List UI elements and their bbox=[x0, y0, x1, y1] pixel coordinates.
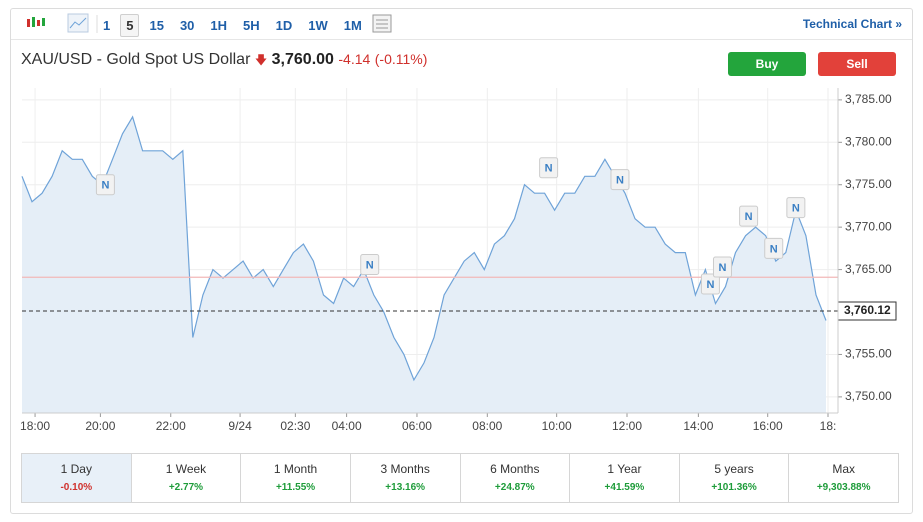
interval-button[interactable]: 1D bbox=[275, 18, 293, 33]
chart: 18:00 20:00 22:00 9/24 02:30 04:00 06:00 08:00 1… bbox=[20, 88, 897, 433]
widget: 1 5 15 30 1H 5H 1D 1W 1M Technical Chart » XAU/U… bbox=[10, 8, 913, 514]
x-tick-label: 20:00 bbox=[85, 419, 115, 433]
period-change: +41.59% bbox=[604, 482, 645, 493]
news-marker bbox=[610, 169, 630, 191]
interval-list: 1 5 15 30 1H 5H 1D 1W 1M bbox=[97, 14, 368, 37]
news-marker-label: N bbox=[366, 259, 374, 271]
change: -4.14 bbox=[338, 51, 371, 67]
y-tick-label: 3,770.00 bbox=[845, 219, 892, 233]
period-label: 6 Months bbox=[490, 462, 540, 476]
x-tick-label: 06:00 bbox=[402, 419, 432, 433]
performance-cell[interactable]: 1 Year +41.59% bbox=[569, 454, 679, 502]
interval-button[interactable]: 1M bbox=[343, 18, 362, 33]
news-marker-label: N bbox=[719, 262, 727, 274]
price: 3,760.00 bbox=[271, 51, 334, 68]
x-tick-label: 18:00 bbox=[20, 419, 50, 433]
news-marker-label: N bbox=[745, 211, 753, 223]
x-tick-label: 9/24 bbox=[228, 419, 252, 433]
period-label: 1 Year bbox=[607, 462, 642, 476]
period-change: +2.77% bbox=[168, 482, 204, 493]
x-tick-label: 10:00 bbox=[542, 419, 572, 433]
period-label: 3 Months bbox=[380, 462, 430, 476]
y-tick-label: 3,775.00 bbox=[845, 177, 892, 191]
news-marker bbox=[764, 237, 784, 259]
period-change: +24.87% bbox=[494, 482, 535, 493]
period-change: +11.55% bbox=[275, 482, 316, 493]
interval-button[interactable]: 5H bbox=[243, 18, 260, 33]
news-marker-label: N bbox=[101, 180, 109, 192]
x-tick-label: 14:00 bbox=[683, 419, 713, 433]
x-tick-label: 18: bbox=[820, 419, 837, 433]
x-tick-label: 12:00 bbox=[612, 419, 642, 433]
instrument-header: XAU/USD - Gold Spot US Dollar 🡇 3,760.00… bbox=[21, 51, 427, 72]
x-tick-label: 08:00 bbox=[472, 419, 502, 433]
down-arrow: 🡇 bbox=[254, 53, 268, 67]
news-marker-label: N bbox=[616, 175, 624, 187]
change-percent: (-0.11%) bbox=[374, 51, 428, 67]
y-tick-label: 3,750.00 bbox=[845, 389, 892, 403]
buy-button[interactable]: Buy bbox=[728, 52, 806, 76]
news-marker bbox=[360, 254, 380, 276]
performance-cell[interactable]: 1 Day -0.10% bbox=[22, 454, 131, 502]
period-label: 1 Month bbox=[273, 462, 318, 476]
news-marker-label: N bbox=[545, 163, 553, 175]
news-marker bbox=[700, 273, 720, 295]
performance-cell[interactable]: 1 Month +11.55% bbox=[240, 454, 350, 502]
y-tick-label: 3,785.00 bbox=[845, 92, 892, 106]
period-label: 1 Week bbox=[165, 462, 207, 476]
interval-button[interactable]: 1W bbox=[308, 18, 328, 33]
sell-button[interactable]: Sell bbox=[818, 52, 896, 76]
news-marker-label: N bbox=[706, 279, 714, 291]
x-tick-label: 22:00 bbox=[156, 419, 186, 433]
period-label: Max bbox=[832, 462, 856, 476]
technical-chart-link[interactable]: Technical Chart » bbox=[802, 17, 902, 31]
news-marker bbox=[712, 256, 732, 278]
news-marker bbox=[95, 174, 115, 196]
price-line bbox=[21, 115, 827, 382]
last-price-label: 3,760.12 bbox=[844, 303, 891, 317]
news-marker-label: N bbox=[792, 203, 800, 215]
y-tick-label: 3,765.00 bbox=[845, 262, 892, 276]
toolbar: 1 5 15 30 1H 5H 1D 1W 1M Technical Chart » bbox=[11, 9, 912, 40]
period-change: +101.36% bbox=[711, 482, 757, 493]
period-change: +9,303.88% bbox=[816, 482, 871, 493]
interval-button[interactable]: 5 bbox=[120, 14, 140, 37]
chart-type-icons bbox=[27, 13, 98, 33]
news-marker bbox=[539, 157, 559, 179]
x-tick-label: 02:30 bbox=[280, 419, 310, 433]
performance-cell[interactable]: Max +9,303.88% bbox=[788, 454, 898, 502]
performance-cell[interactable]: 3 Months +13.16% bbox=[349, 454, 460, 502]
instrument-title: XAU/USD - Gold Spot US Dollar bbox=[21, 51, 251, 68]
performance-cell[interactable]: 6 Months +24.87% bbox=[459, 454, 570, 502]
period-change: -0.10% bbox=[60, 482, 93, 493]
x-tick-label: 04:00 bbox=[332, 419, 362, 433]
y-tick-label: 3,780.00 bbox=[845, 134, 892, 148]
period-label: 5 years bbox=[714, 462, 754, 476]
y-tick-label: 3,755.00 bbox=[845, 347, 892, 361]
interval-button[interactable]: 1H bbox=[210, 18, 228, 33]
table-icon[interactable] bbox=[368, 9, 398, 39]
news-marker-label: N bbox=[770, 243, 778, 255]
interval-button[interactable]: 15 bbox=[149, 18, 164, 33]
period-label: 1 Day bbox=[60, 462, 92, 476]
news-marker bbox=[739, 205, 759, 227]
x-tick-label: 16:00 bbox=[753, 419, 783, 433]
performance-cell[interactable]: 1 Week +2.77% bbox=[130, 454, 241, 502]
interval-button[interactable]: 1 bbox=[103, 18, 111, 33]
news-marker bbox=[786, 197, 806, 219]
performance-cell[interactable]: 5 years +101.36% bbox=[678, 454, 789, 502]
performance-table: 1 Day -0.10% 1 Week +2.77% 1 Month +11.55% 3 M… bbox=[21, 453, 899, 503]
period-change: +13.16% bbox=[385, 482, 426, 493]
interval-button[interactable]: 30 bbox=[179, 18, 195, 33]
price-area bbox=[22, 116, 826, 414]
